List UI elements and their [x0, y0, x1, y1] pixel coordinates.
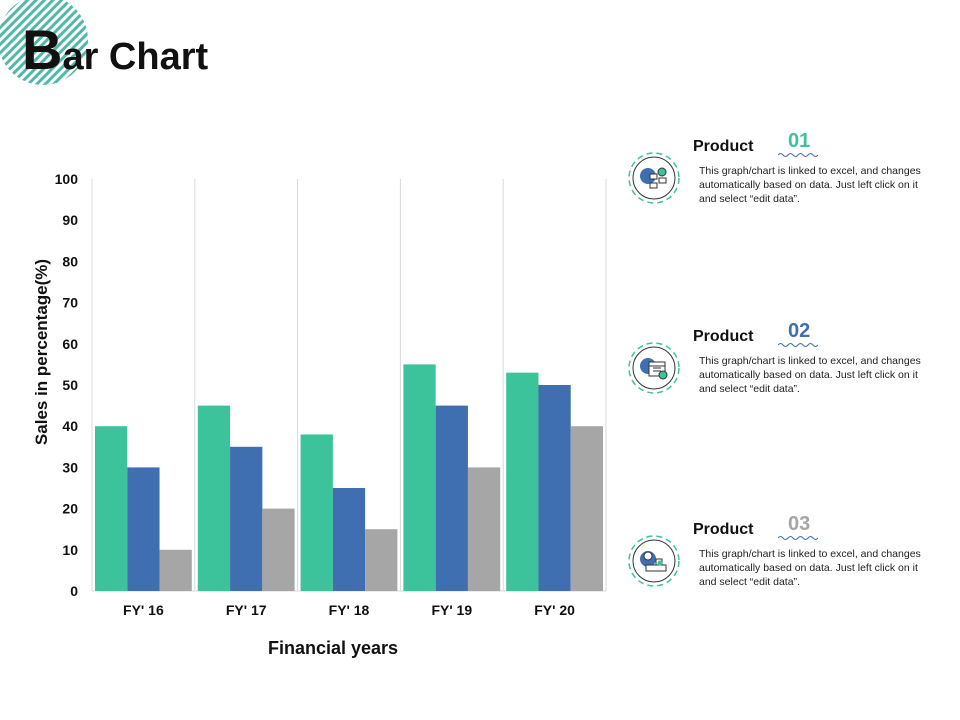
- product-number: 01: [788, 130, 811, 152]
- desk-clock-icon: [628, 535, 680, 587]
- y-axis-title: Sales in percentage(%): [32, 259, 51, 445]
- squiggle-decoration: [778, 343, 818, 347]
- y-tick-label: 40: [62, 418, 78, 434]
- bar-product-03: [365, 529, 398, 591]
- y-tick-label: 20: [62, 501, 78, 517]
- product-label: Product: [693, 521, 754, 538]
- title-rest: ar Chart: [62, 36, 209, 78]
- product-label: Product: [693, 138, 754, 155]
- flowchart-gear-icon: [628, 152, 680, 204]
- product-label: Product: [693, 328, 754, 345]
- bar-product-02: [435, 405, 468, 591]
- x-tick-label: FY' 18: [329, 602, 370, 618]
- bar-product-01: [403, 364, 436, 591]
- y-tick-label: 80: [62, 253, 78, 269]
- product-card-02: Product 02 This graph/chart is linked to…: [620, 320, 940, 430]
- bar-chart: 0 10 20 30 40 50 60 70 80 90 100 FY' 16 FY' 17 FY' 18…: [32, 171, 607, 658]
- y-tick-label: 60: [62, 336, 78, 352]
- bar-product-01: [506, 372, 539, 591]
- x-axis-title: Financial years: [268, 638, 398, 658]
- y-tick-label: 70: [62, 295, 78, 311]
- y-tick-label: 90: [62, 212, 78, 228]
- product-description: This graph/chart is linked to excel, and…: [699, 355, 921, 395]
- bar-product-03: [570, 426, 603, 591]
- bar-product-01: [95, 426, 128, 591]
- calendar-clock-icon: [628, 342, 680, 394]
- x-tick-label: FY' 20: [534, 602, 575, 618]
- x-tick-label: FY' 19: [431, 602, 472, 618]
- bar-product-03: [262, 508, 295, 591]
- y-tick-label: 50: [62, 377, 78, 393]
- y-tick-label: 30: [62, 459, 78, 475]
- product-card-03: Product 03 This graph/chart is linked to…: [620, 513, 940, 623]
- x-tick-label: FY' 17: [226, 602, 267, 618]
- hatched-circle-decoration: [0, 0, 88, 85]
- bar-product-01: [300, 434, 333, 591]
- bar-product-02: [127, 467, 160, 591]
- y-tick-label: 10: [62, 542, 78, 558]
- bar-product-01: [197, 405, 231, 591]
- product-description: This graph/chart is linked to excel, and…: [699, 165, 921, 205]
- bar-product-03: [159, 549, 192, 591]
- y-tick-label: 100: [55, 171, 79, 187]
- product-number: 02: [788, 320, 811, 342]
- bar-product-02: [230, 446, 263, 591]
- x-tick-label: FY' 16: [123, 602, 164, 618]
- y-tick-label: 0: [70, 583, 78, 599]
- bar-product-02: [538, 385, 571, 591]
- bar-product-03: [467, 467, 501, 591]
- squiggle-decoration: [778, 153, 818, 157]
- product-card-01: Product 01 This graph/chart is linked to…: [620, 130, 940, 240]
- bar-product-02: [332, 488, 366, 591]
- product-description: This graph/chart is linked to excel, and…: [699, 548, 921, 588]
- product-number: 03: [788, 513, 811, 535]
- title-initial: B: [22, 18, 63, 81]
- page-title: Bar Chart: [22, 22, 208, 79]
- squiggle-decoration: [778, 536, 818, 540]
